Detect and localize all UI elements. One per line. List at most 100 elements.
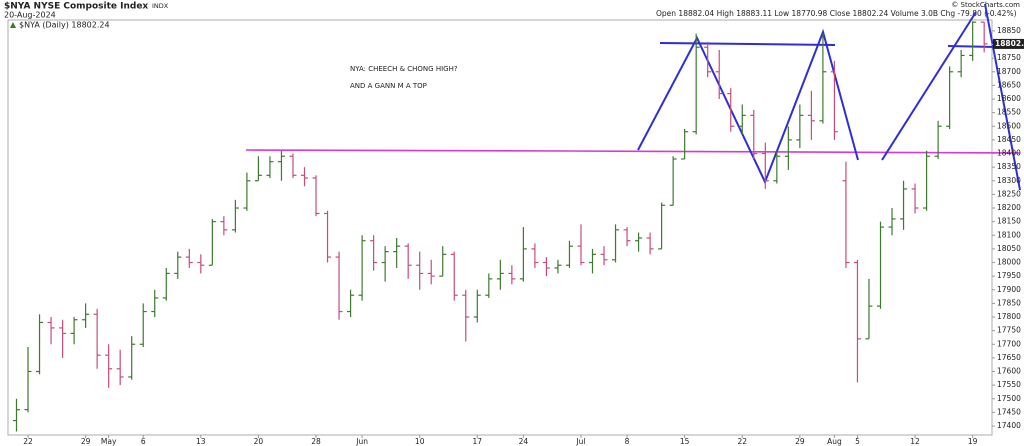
last-price-box — [993, 38, 1024, 49]
ohlc-bar — [738, 104, 746, 135]
ohlc-bar — [277, 150, 285, 181]
ohlc-bar — [830, 60, 838, 140]
ohlc-bar — [750, 109, 758, 159]
ohlc-bar — [404, 243, 412, 279]
ohlc-bar — [266, 156, 274, 179]
x-tick-label: 28 — [311, 437, 321, 446]
ohlc-bar — [589, 248, 596, 274]
plot-frame — [7, 19, 993, 436]
y-tick-label: 18100 — [997, 230, 1021, 239]
price-info: Open 18882.04 High 18883.11 Low 18770.98… — [656, 9, 1017, 18]
ohlc-bar — [646, 232, 654, 255]
y-tick-label: 17900 — [997, 285, 1021, 294]
ohlc-bar — [796, 104, 804, 149]
x-tick-label: 17 — [473, 437, 483, 446]
ohlc-bar — [416, 251, 424, 290]
ohlc-bar — [519, 227, 527, 282]
ohlc-bar — [347, 289, 355, 318]
ohlc-bar — [13, 398, 20, 432]
ohlc-bar — [635, 232, 643, 252]
ohlc-bar — [934, 120, 942, 159]
ohlc-bar — [393, 237, 401, 268]
ohlc-bar — [47, 317, 55, 345]
ohlc-bar — [612, 224, 620, 263]
ohlc-bar — [59, 319, 67, 358]
x-tick-label: 13 — [196, 437, 206, 446]
y-tick-label: 18200 — [997, 203, 1021, 212]
y-tick-label: 18450 — [997, 135, 1021, 144]
ohlc-bar — [784, 126, 792, 170]
legend-marker — [10, 22, 16, 28]
y-tick-label: 17400 — [997, 421, 1021, 430]
y-tick-label: 17450 — [997, 407, 1021, 416]
y-tick-label: 17600 — [997, 367, 1021, 376]
ohlc-bar — [128, 336, 136, 380]
support-line — [569, 150, 1021, 154]
ohlc-bar — [681, 128, 689, 160]
top-line — [947, 45, 996, 48]
y-tick-label: 18150 — [997, 217, 1021, 226]
x-tick-label: 8 — [625, 437, 630, 446]
ohlc-bar — [923, 150, 931, 211]
last-price-label: 18802.24 — [995, 39, 1024, 48]
ohlc-bar — [105, 344, 113, 388]
y-tick-label: 18850 — [997, 26, 1021, 35]
ohlc-bar — [70, 317, 78, 345]
ohlc-bar — [496, 259, 504, 290]
legend-entry: $NYA (Daily) 18802.24 — [19, 21, 110, 30]
x-tick-label: 19 — [968, 437, 978, 446]
exchange: INDX — [152, 2, 169, 10]
ohlc-bar — [727, 88, 735, 132]
ohlc-bar — [623, 227, 631, 247]
x-tick-label: Jun — [355, 437, 368, 446]
ohlc-bar — [450, 251, 458, 301]
ohlc-bar — [381, 246, 389, 282]
ohlc-bar — [888, 208, 896, 236]
y-tick-label: 17700 — [997, 339, 1021, 348]
y-tick-label: 18750 — [997, 53, 1021, 62]
ohlc-bar — [577, 224, 585, 266]
ohlc-bar — [980, 21, 988, 53]
ohlc-bar — [162, 267, 170, 301]
drawn-lines-magenta — [245, 149, 1021, 154]
ohlc-bar — [704, 41, 712, 78]
ohlc-bar — [900, 180, 908, 230]
y-tick-label: 17650 — [997, 353, 1021, 362]
ohlc-bar — [36, 314, 44, 375]
ohlc-bar — [301, 167, 308, 187]
x-tick-label: May — [101, 437, 117, 446]
chart-date: 20-Aug-2024 — [4, 11, 56, 20]
y-tick-label: 18500 — [997, 121, 1021, 130]
y-tick-label: 17500 — [997, 394, 1021, 403]
ohlc-bar — [370, 235, 378, 271]
ohlc-bar — [151, 289, 159, 318]
x-tick-label: 6 — [141, 437, 146, 446]
ohlc-bar — [911, 183, 919, 214]
ohlc-bar — [853, 259, 861, 383]
ohlc-bar — [473, 289, 481, 323]
y-tick-label: 17750 — [997, 326, 1021, 335]
ohlc-bar — [865, 278, 873, 340]
x-tick-label: 10 — [415, 437, 425, 446]
ohlc-bar — [312, 175, 320, 217]
ohlc-bar — [485, 273, 493, 298]
x-tick-label: 29 — [795, 437, 805, 446]
ohlc-bar — [761, 142, 769, 189]
ohlc-bar — [969, 21, 977, 61]
ohlc-bar — [669, 156, 677, 206]
ohlc-bar — [116, 349, 124, 386]
ohlc-bar — [508, 265, 516, 285]
x-tick-label: 15 — [680, 437, 690, 446]
ohlc-bar — [542, 257, 550, 277]
ohlc-bar — [174, 251, 182, 279]
x-tick-label: 24 — [519, 437, 529, 446]
y-tick-label: 18700 — [997, 67, 1021, 76]
ohlc-bar — [462, 289, 470, 342]
y-tick-label: 18400 — [997, 149, 1021, 158]
ohlc-bar — [773, 150, 781, 184]
x-tick-label: 22 — [737, 437, 747, 446]
x-tick-label: 22 — [23, 437, 33, 446]
ohlc-bar — [185, 248, 193, 268]
y-tick-label: 18050 — [997, 244, 1021, 253]
